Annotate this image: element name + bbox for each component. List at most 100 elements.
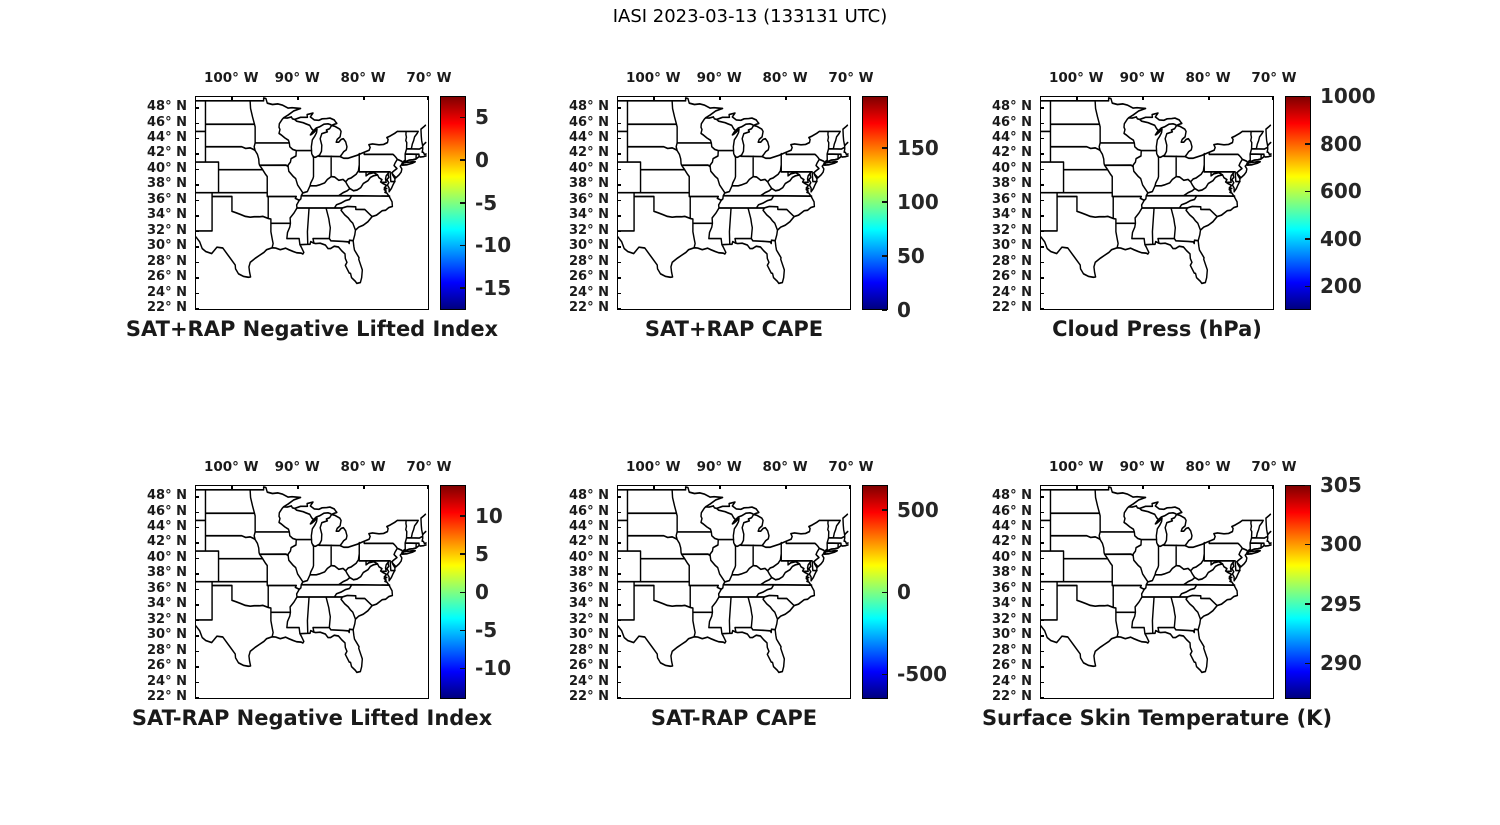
lat-tick-mark (195, 122, 199, 125)
lat-tick-label: 48° N (147, 488, 187, 504)
lon-tick-label: 70° W (406, 459, 452, 475)
lon-tick-mark (849, 96, 851, 100)
colorbar-tick-mark (882, 255, 887, 257)
lon-tick-label: 80° W (1185, 459, 1231, 475)
lon-tick-mark (1272, 96, 1274, 100)
colorbar-tick-mark (460, 287, 465, 289)
lat-tick-mark (1040, 107, 1044, 109)
lat-tick-label: 22° N (569, 299, 609, 315)
panel-title: SAT-RAP CAPE (650, 706, 818, 730)
lat-tick-label: 26° N (992, 269, 1032, 285)
lon-tick-label: 80° W (340, 459, 386, 475)
lat-tick-mark (195, 681, 199, 683)
lat-tick-label: 32° N (992, 611, 1032, 627)
lon-tick-mark (719, 485, 721, 489)
lat-tick-label: 24° N (147, 284, 187, 300)
lon-tick-label: 70° W (1251, 70, 1297, 86)
lat-tick-mark (195, 261, 199, 264)
lat-tick-label: 42° N (992, 145, 1032, 161)
lon-tick-label: 100° W (625, 70, 681, 86)
colorbar-tick-mark (460, 553, 465, 555)
colorbar-tick-mark (460, 244, 465, 247)
lon-tick-label: 100° W (625, 459, 681, 475)
lon-tick-label: 70° W (828, 459, 874, 475)
lat-tick-mark (1040, 542, 1044, 544)
lat-tick-mark (617, 215, 621, 217)
lat-tick-label: 42° N (569, 534, 609, 550)
us-states-outline-map (1041, 486, 1272, 674)
lat-tick-label: 30° N (992, 627, 1032, 643)
lon-tick-mark (785, 96, 787, 100)
lat-tick-mark (617, 199, 621, 202)
lat-tick-mark (617, 153, 621, 155)
colorbar-tick-label: 400 (1320, 226, 1362, 251)
lon-tick-mark (1076, 485, 1078, 489)
lat-tick-label: 48° N (569, 99, 609, 115)
lat-tick-mark (617, 635, 621, 637)
lat-tick-label: 36° N (992, 191, 1032, 207)
lat-tick-label: 42° N (147, 534, 187, 550)
lat-tick-label: 38° N (147, 176, 187, 192)
colorbar-tick-mark (1305, 285, 1310, 288)
lat-tick-label: 26° N (992, 658, 1032, 674)
colorbar-tick-label: -15 (475, 275, 512, 300)
lon-tick-mark (231, 96, 233, 100)
lat-tick-mark (195, 277, 199, 279)
lat-tick-mark (617, 230, 621, 233)
lat-tick-mark (1040, 696, 1044, 699)
lon-tick-mark (363, 96, 365, 100)
lat-tick-mark (195, 107, 199, 109)
lat-tick-label: 32° N (569, 222, 609, 238)
colorbar-jet (1285, 96, 1311, 310)
lat-tick-label: 36° N (569, 580, 609, 596)
colorbar-tick-mark (460, 159, 465, 161)
colorbar-tick-label: 0 (897, 580, 911, 604)
lat-tick-label: 22° N (147, 299, 187, 315)
lat-tick-label: 30° N (992, 238, 1032, 254)
lon-tick-mark (427, 485, 429, 489)
colorbar-tick-label: 1000 (1320, 84, 1376, 108)
lat-tick-mark (195, 496, 199, 498)
lat-tick-label: 40° N (992, 549, 1032, 565)
lat-tick-label: 34° N (147, 207, 187, 223)
colorbar-tick-mark (1305, 603, 1310, 605)
lat-tick-mark (195, 635, 199, 637)
colorbar-tick-label: -5 (475, 190, 498, 215)
colorbar-tick-mark (882, 591, 887, 593)
colorbar-tick-mark (882, 147, 887, 149)
lat-tick-mark (195, 573, 199, 575)
map-frame (1040, 485, 1274, 699)
colorbar-tick-label: 0 (475, 580, 489, 604)
lat-tick-mark (1040, 168, 1044, 171)
lat-tick-label: 38° N (147, 565, 187, 581)
lat-tick-mark (195, 153, 199, 155)
us-states-outline-map (618, 97, 849, 285)
lon-tick-label: 70° W (1251, 459, 1297, 475)
lon-tick-label: 70° W (828, 70, 874, 86)
lat-tick-mark (195, 526, 199, 529)
lat-tick-label: 40° N (569, 160, 609, 176)
figure-title: IASI 2023-03-13 (133131 UTC) (612, 6, 888, 27)
lat-tick-label: 28° N (569, 642, 609, 658)
us-states-outline-map (1041, 97, 1272, 285)
lat-tick-mark (617, 542, 621, 544)
lon-tick-label: 100° W (1048, 459, 1104, 475)
lon-tick-mark (719, 96, 721, 100)
us-states-outline-map (618, 486, 849, 674)
lon-tick-mark (297, 485, 299, 489)
lat-tick-mark (195, 230, 199, 233)
colorbar-tick-mark (460, 116, 465, 119)
lat-tick-label: 22° N (992, 299, 1032, 315)
lat-tick-mark (195, 215, 199, 217)
lat-tick-mark (1040, 619, 1044, 622)
lat-tick-label: 48° N (147, 99, 187, 115)
colorbar-tick-mark (1305, 143, 1310, 145)
lon-tick-mark (231, 485, 233, 489)
lat-tick-mark (617, 137, 621, 140)
lat-tick-label: 44° N (569, 518, 609, 534)
lat-tick-mark (617, 573, 621, 575)
lat-tick-mark (617, 292, 621, 294)
colorbar-jet (862, 96, 888, 310)
lat-tick-mark (1040, 666, 1044, 668)
map-frame (1040, 96, 1274, 310)
